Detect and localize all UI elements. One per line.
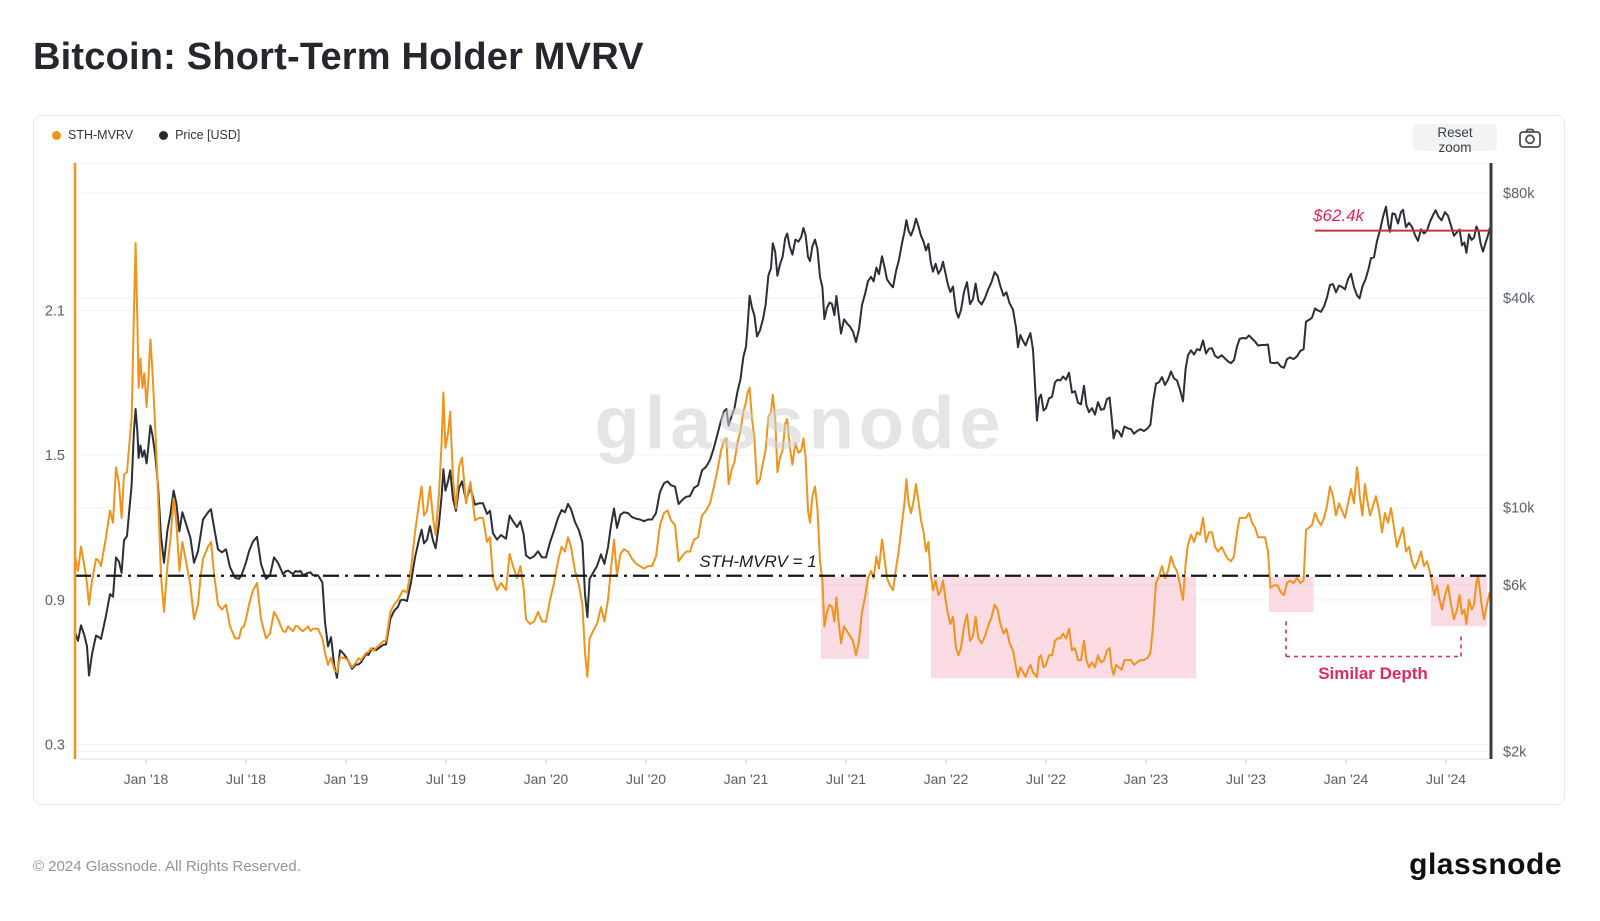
x-axis-tick-label: Jan '18 <box>124 771 169 787</box>
x-axis-tick-label: Jan '24 <box>1324 771 1369 787</box>
y-right-tick-label: $80k <box>1503 186 1535 202</box>
camera-button[interactable] <box>1518 127 1542 149</box>
legend-item-sth-mvrv[interactable]: STH-MVRV <box>52 128 133 142</box>
x-axis-tick-label: Jul '20 <box>626 771 666 787</box>
x-axis-tick-label: Jul '23 <box>1226 771 1266 787</box>
below-one-region <box>931 576 1196 679</box>
y-left-tick-label: 2.1 <box>45 304 65 320</box>
y-right-tick-label: $2k <box>1503 744 1527 760</box>
x-axis-tick-label: Jul '18 <box>226 771 266 787</box>
price-series-marker-icon <box>159 130 169 140</box>
y-right-tick-label: $10k <box>1503 501 1535 517</box>
legend-label-sth-mvrv: STH-MVRV <box>68 128 134 142</box>
x-axis-tick-label: Jul '21 <box>826 771 866 787</box>
y-left-tick-label: 0.3 <box>45 738 65 754</box>
y-left-tick-label: 1.5 <box>45 448 65 464</box>
chart-legend: STH-MVRV Price [USD] <box>52 128 240 142</box>
legend-label-price-usd: Price [USD] <box>175 128 241 142</box>
x-axis-tick-label: Jan '23 <box>1124 771 1169 787</box>
page-title: Bitcoin: Short-Term Holder MVRV <box>33 36 644 78</box>
copyright-text: © 2024 Glassnode. All Rights Reserved. <box>33 858 301 875</box>
x-axis-tick-label: Jan '20 <box>524 771 569 787</box>
glassnode-logo: glassnode <box>1409 848 1562 881</box>
x-axis-tick-label: Jul '22 <box>1026 771 1066 787</box>
reset-zoom-button[interactable]: Reset zoom <box>1413 124 1497 155</box>
y-right-tick-label: $40k <box>1503 291 1535 307</box>
x-axis-tick-label: Jan '19 <box>324 771 369 787</box>
chart-card <box>33 115 1565 805</box>
x-axis-tick-label: Jul '19 <box>426 771 466 787</box>
x-axis-tick-label: Jan '21 <box>724 771 769 787</box>
x-axis-tick-label: Jan '22 <box>924 771 969 787</box>
sth-mvrv-line <box>75 242 1491 678</box>
camera-icon <box>1519 128 1541 148</box>
y-left-tick-label: 0.9 <box>45 593 65 609</box>
price-usd-line <box>75 205 1491 679</box>
legend-item-price-usd[interactable]: Price [USD] <box>159 128 240 142</box>
y-right-tick-label: $6k <box>1503 578 1527 594</box>
sth-mvrv-series-marker-icon <box>52 130 61 140</box>
x-axis-tick-label: Jul '24 <box>1426 771 1466 787</box>
